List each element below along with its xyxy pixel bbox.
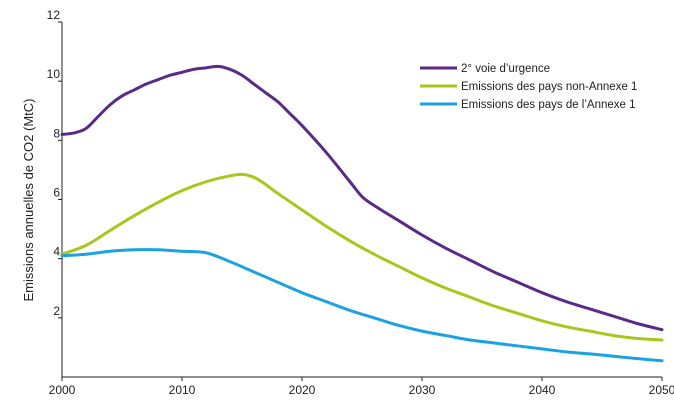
legend-label: 2° voie d’urgence bbox=[461, 63, 550, 75]
legend-label: Emissions des pays de l’Annexe 1 bbox=[461, 99, 636, 111]
x-tick-label: 2050 bbox=[649, 383, 674, 397]
legend-label: Emissions des pays non-Annexe 1 bbox=[461, 81, 637, 93]
legend: 2° voie d’urgence Emissions des pays non-… bbox=[420, 63, 637, 111]
legend-item-non-annex-1: Emissions des pays non-Annexe 1 bbox=[420, 81, 637, 93]
x-tick-label: 2000 bbox=[49, 383, 76, 397]
x-tick-label: 2020 bbox=[289, 383, 316, 397]
y-tick-label: 10 bbox=[47, 67, 61, 81]
x-tick-label: 2030 bbox=[409, 383, 436, 397]
y-tick-label: 4 bbox=[53, 245, 60, 259]
series-line-emergency-pathway bbox=[60, 64, 664, 332]
y-axis-title: Emissions annuelles de CO2 (MtC) bbox=[21, 98, 36, 301]
legend-item-annex-1: Emissions des pays de l’Annexe 1 bbox=[420, 99, 636, 111]
y-tick-label: 8 bbox=[53, 126, 60, 140]
y-tick-label: 2 bbox=[53, 304, 60, 318]
tick-group: 2000 2010 2020 2030 2040 2050 2 4 6 8 10 12 bbox=[47, 8, 674, 397]
y-tick-label: 6 bbox=[53, 186, 60, 200]
legend-item-emergency-pathway: 2° voie d’urgence bbox=[420, 63, 550, 75]
series-line-annex-1 bbox=[60, 248, 664, 363]
x-tick-label: 2010 bbox=[169, 383, 196, 397]
series-line-non-annex-1 bbox=[60, 172, 664, 342]
y-tick-label: 12 bbox=[47, 8, 61, 22]
axes bbox=[61, 22, 662, 378]
x-tick-label: 2040 bbox=[529, 383, 556, 397]
series-group bbox=[60, 64, 664, 363]
